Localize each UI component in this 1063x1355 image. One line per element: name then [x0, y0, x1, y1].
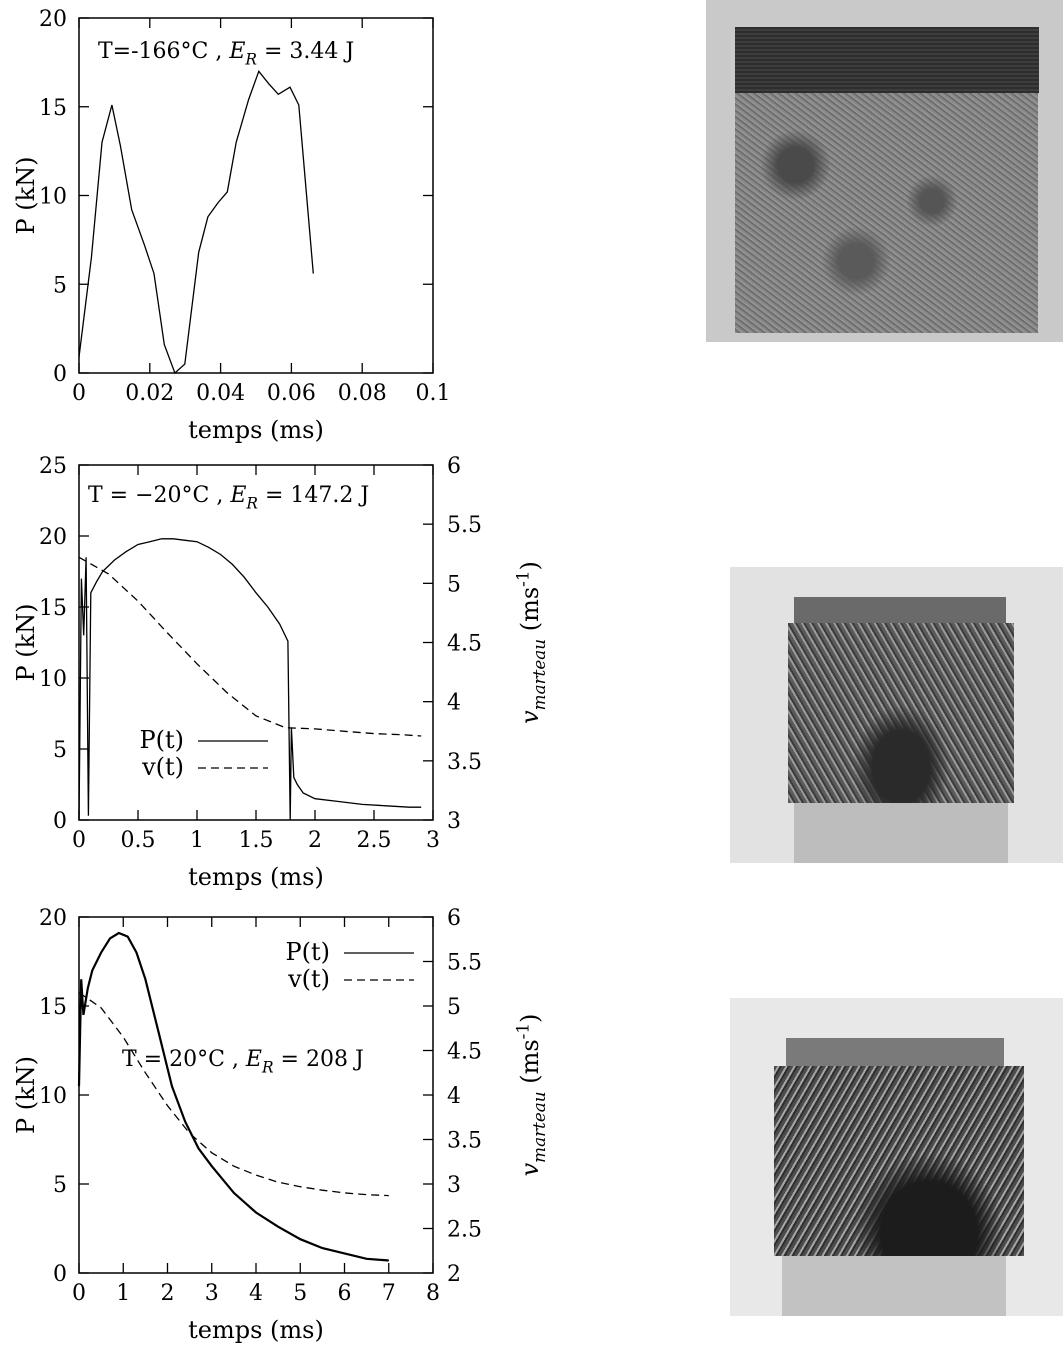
- y2-tick-label: 5: [447, 995, 461, 1020]
- y2-tick-label: 2: [447, 1262, 461, 1287]
- y2-tick-label: 4: [447, 1084, 461, 1109]
- x-tick-label: 0.06: [267, 381, 316, 406]
- y-tick-label: 0: [53, 362, 67, 387]
- condition-annotation: T=-166°C , ER = 3.44 J: [98, 39, 354, 69]
- y-tick-label: 5: [53, 738, 67, 763]
- y2-tick-label: 5: [447, 572, 461, 597]
- y2-tick-label: 3.5: [447, 1129, 482, 1154]
- y-tick-label: 0: [53, 1262, 67, 1287]
- series-line-vt: [78, 992, 389, 1197]
- legend-label: v(t): [141, 753, 184, 781]
- x-tick-label: 7: [382, 1281, 396, 1306]
- y2-tick-label: 6: [447, 906, 461, 931]
- y2-tick-label: 3: [447, 1173, 461, 1198]
- notch-band: [786, 1038, 1004, 1066]
- y2-tick-label: 4.5: [447, 632, 482, 657]
- y-tick-label: 25: [39, 454, 67, 479]
- x-tick-label: 2: [161, 1281, 175, 1306]
- y-axis-label: P (kN): [12, 156, 40, 234]
- x-axis-label: temps (ms): [188, 416, 324, 444]
- plot-frame: [78, 916, 434, 1274]
- condition-annotation: T = −20°C , ER = 147.2 J: [88, 483, 369, 513]
- x-tick-label: 0.5: [121, 828, 156, 853]
- y2-tick-label: 5.5: [447, 513, 482, 538]
- fracture-photo-3: [730, 998, 1063, 1316]
- legend-label: P(t): [139, 726, 184, 754]
- y-tick-label: 10: [39, 185, 67, 210]
- chart-2: 0 0.5 1 1.5 2 2.5 3 0 5 10 15 20 25 3 3.5 4 4.5 5 5.5 6 temp…: [12, 454, 549, 891]
- y-tick-label: 20: [39, 906, 67, 931]
- y2-tick-label: 2.5: [447, 1218, 482, 1243]
- x-tick-label: 0: [72, 1281, 86, 1306]
- plot-frame: [78, 17, 434, 374]
- fracture-surface-ductile: [774, 1066, 1024, 1256]
- x-tick-label: 1: [116, 1281, 130, 1306]
- chart-1: 0 0.02 0.04 0.06 0.08 0.1 0 5 10 15 20 temps (ms) P …: [12, 7, 451, 444]
- x-tick-label: 0.1: [416, 381, 451, 406]
- y2-tick-label: 4.5: [447, 1040, 482, 1065]
- y-tick-label: 15: [39, 596, 67, 621]
- fracture-surface-mixed: [788, 623, 1014, 803]
- condition-annotation: T = 20°C , ER = 208 J: [122, 1047, 364, 1077]
- x-axis-label: temps (ms): [188, 1316, 324, 1344]
- y-tick-label: 5: [53, 273, 67, 298]
- legend-label: v(t): [287, 965, 330, 993]
- specimen-base: [794, 803, 1008, 863]
- fracture-surface-brittle: [735, 93, 1038, 333]
- y-tick-label: 15: [39, 96, 67, 121]
- plot-frame: [78, 464, 434, 821]
- y-tick-label: 10: [39, 667, 67, 692]
- x-tick-label: 3: [426, 828, 440, 853]
- y2-tick-label: 3.5: [447, 750, 482, 775]
- x-tick-label: 3: [205, 1281, 219, 1306]
- x-tick-label: 0.02: [125, 381, 174, 406]
- x-tick-label: 5: [293, 1281, 307, 1306]
- y2-tick-label: 3: [447, 809, 461, 834]
- fracture-photo-2: [730, 567, 1063, 863]
- y-tick-label: 20: [39, 7, 67, 32]
- y2-tick-label: 5.5: [447, 951, 482, 976]
- x-tick-label: 2: [308, 828, 322, 853]
- notch-band: [735, 27, 1039, 93]
- fracture-photo-1: [706, 0, 1063, 342]
- y-tick-label: 5: [53, 1173, 67, 1198]
- y-tick-label: 0: [53, 809, 67, 834]
- series-line-Pt: [78, 538, 422, 821]
- x-tick-label: 0: [72, 828, 86, 853]
- x-axis-label: temps (ms): [188, 863, 324, 891]
- y-axis-label: P (kN): [12, 603, 40, 681]
- y2-tick-label: 6: [447, 454, 461, 479]
- y2-tick-label: 4: [447, 691, 461, 716]
- y-tick-label: 10: [39, 1084, 67, 1109]
- y-tick-label: 15: [39, 995, 67, 1020]
- specimen-base: [782, 1256, 1006, 1316]
- series-line-vt: [78, 556, 422, 737]
- y2-axis-label: vmarteau (ms-1): [512, 561, 549, 724]
- x-tick-label: 2.5: [357, 828, 392, 853]
- x-tick-label: 4: [249, 1281, 263, 1306]
- y-tick-label: 20: [39, 525, 67, 550]
- legend-label: P(t): [285, 938, 330, 966]
- x-tick-label: 1: [190, 828, 204, 853]
- chart-3: 0 1 2 3 4 5 6 7 8 0 5 10 15 20 2 2.5 3 3.5 4 4.5 5 5.5 6 temps …: [12, 906, 549, 1344]
- series-line-Pt: [77, 931, 389, 1262]
- x-tick-label: 6: [338, 1281, 352, 1306]
- x-tick-label: 8: [426, 1281, 440, 1306]
- x-tick-label: 0.04: [196, 381, 245, 406]
- notch-band: [794, 597, 1006, 623]
- x-tick-label: 0.08: [338, 381, 387, 406]
- y-axis-label: P (kN): [12, 1056, 40, 1134]
- series-line-p: [78, 69, 314, 375]
- x-tick-label: 0: [72, 381, 86, 406]
- y2-axis-label: vmarteau (ms-1): [512, 1014, 549, 1177]
- x-tick-label: 1.5: [239, 828, 274, 853]
